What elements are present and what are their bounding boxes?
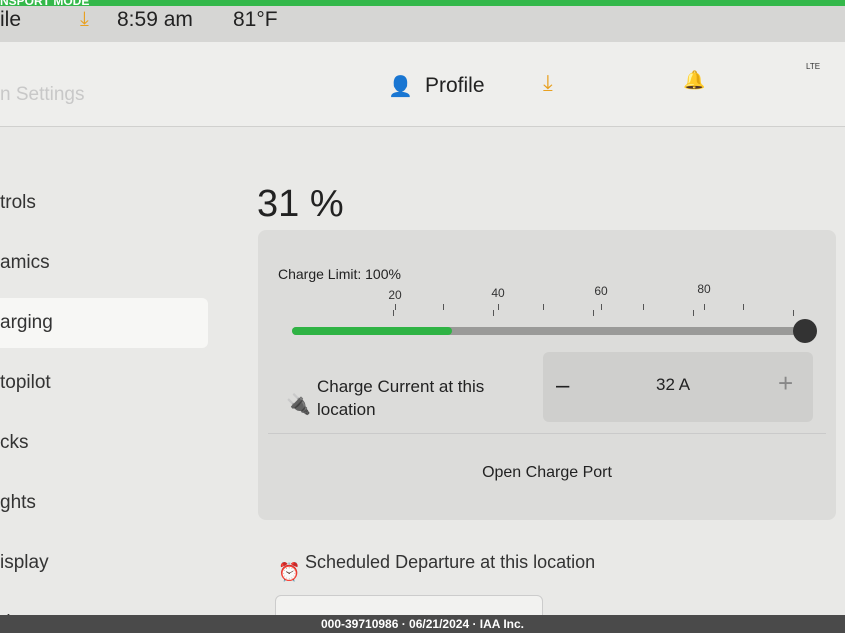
- menu-item[interactable]: cks: [0, 432, 29, 453]
- status-bar: [0, 0, 845, 42]
- profile-fragment: ile: [0, 8, 22, 31]
- mode-label: NSPORT MODE: [0, 0, 90, 8]
- menu-item[interactable]: topilot: [0, 372, 51, 393]
- temperature: 81°F: [233, 8, 278, 31]
- charge-current-label: Charge Current at this location: [317, 377, 485, 419]
- minor-tick: [493, 310, 494, 316]
- battery-fill: [292, 327, 452, 335]
- divider: [268, 433, 826, 520]
- menu-item[interactable]: trols: [0, 192, 36, 213]
- slider-track: [292, 327, 807, 335]
- profile-icon[interactable]: 👤: [388, 76, 413, 98]
- tick-mark: [395, 304, 396, 310]
- battery-level: 31 %: [257, 183, 344, 225]
- download-icon: ⤓: [80, 8, 89, 30]
- header: [0, 42, 845, 127]
- minor-tick: [393, 310, 394, 316]
- clock-icon: ⏰: [278, 562, 301, 582]
- profile-button[interactable]: Profile: [425, 74, 485, 97]
- mode-strip: [0, 0, 845, 6]
- breadcrumb: n Settings: [0, 84, 85, 105]
- menu-item[interactable]: amics: [0, 252, 50, 273]
- tick-mark: [601, 304, 602, 310]
- watermark: 000-39710986 · 06/21/2024 · IAA Inc.: [0, 615, 845, 633]
- minor-tick: [693, 310, 694, 316]
- minor-tick: [543, 304, 544, 310]
- menu-selected: [0, 298, 208, 348]
- open-charge-port-button[interactable]: Open Charge Port: [482, 464, 612, 481]
- charge-limit-label: Charge Limit: 100%: [278, 266, 401, 282]
- network-label: LTE: [806, 62, 821, 71]
- increase-button[interactable]: +: [778, 368, 794, 398]
- charge-current-control: [543, 352, 813, 422]
- download-button[interactable]: ⤓: [543, 70, 553, 95]
- tick-mark: [704, 304, 705, 310]
- minor-tick: [593, 310, 594, 316]
- plug-icon: 🔌: [286, 394, 311, 416]
- tick-label: 80: [697, 282, 711, 296]
- charge-current-value: 32 A: [656, 375, 691, 394]
- charge-limit-slider[interactable]: 20 40 60 80: [292, 280, 817, 343]
- decrease-button[interactable]: –: [556, 372, 570, 399]
- tick-mark: [498, 304, 499, 310]
- time: 8:59 am: [117, 8, 193, 31]
- slider-knob[interactable]: [793, 319, 817, 343]
- minor-tick: [643, 304, 644, 310]
- notification-button[interactable]: 🔔: [683, 70, 706, 90]
- tick-label: 40: [491, 286, 505, 300]
- minor-tick: [743, 304, 744, 310]
- menu-item[interactable]: isplay: [0, 552, 49, 573]
- minor-tick: [443, 304, 444, 310]
- menu-item[interactable]: arging: [0, 312, 53, 333]
- sidebar: trolsamicsargingtopilotcksghtsisplayrips: [0, 126, 240, 633]
- menu-item[interactable]: ghts: [0, 492, 36, 513]
- minor-tick: [793, 310, 794, 316]
- tick-label: 20: [388, 288, 402, 302]
- scheduled-departure-label: Scheduled Departure at this location: [305, 552, 596, 572]
- tick-label: 60: [594, 284, 608, 298]
